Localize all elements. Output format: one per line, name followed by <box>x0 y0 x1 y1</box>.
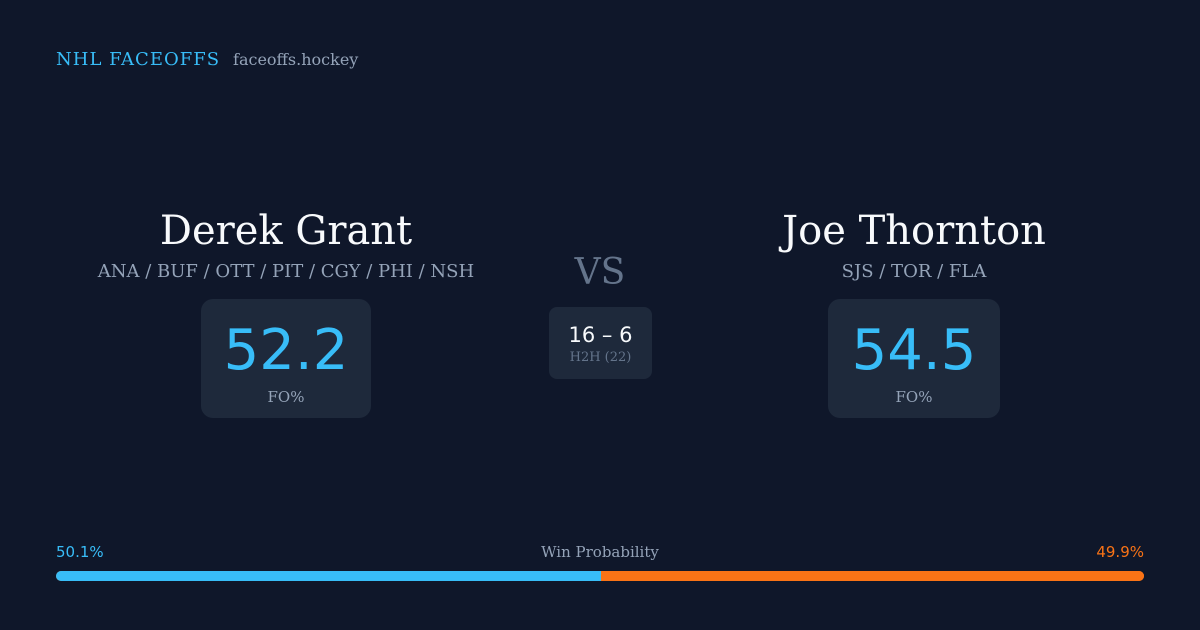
player-left-fo-label: FO% <box>267 387 305 406</box>
brand-title: NHL FACEOFFS <box>56 49 221 70</box>
player-right-fo-label: FO% <box>895 387 933 406</box>
vs-label: VS <box>574 252 626 293</box>
win-probability-bar-right <box>601 571 1144 581</box>
player-right: Joe Thornton SJS / TOR / FLA 54.5 FO% <box>714 205 1114 418</box>
h2h-score: 16 – 6 <box>568 322 633 347</box>
win-probability-right: 49.9% <box>1096 543 1144 561</box>
player-left-name: Derek Grant <box>159 208 413 254</box>
h2h-label: H2H (22) <box>569 349 632 365</box>
win-probability-left: 50.1% <box>56 543 104 561</box>
win-probability-title: Win Probability <box>541 543 659 561</box>
brand-header: NHL FACEOFFS faceoffs.hockey <box>56 49 358 70</box>
player-right-fo-value: 54.5 <box>851 317 977 383</box>
h2h-card: 16 – 6 H2H (22) <box>549 307 652 379</box>
player-right-fo-card: 54.5 FO% <box>828 299 1000 418</box>
player-left-fo-card: 52.2 FO% <box>201 299 371 418</box>
player-right-teams: SJS / TOR / FLA <box>841 261 987 282</box>
win-probability-bar <box>56 571 1144 581</box>
player-left-fo-value: 52.2 <box>223 317 349 383</box>
brand-url: faceoffs.hockey <box>233 50 359 69</box>
player-left-teams: ANA / BUF / OTT / PIT / CGY / PHI / NSH <box>97 261 475 282</box>
player-right-name: Joe Thornton <box>782 208 1046 254</box>
player-left: Derek Grant ANA / BUF / OTT / PIT / CGY … <box>86 205 486 418</box>
win-probability-bar-left <box>56 571 602 581</box>
